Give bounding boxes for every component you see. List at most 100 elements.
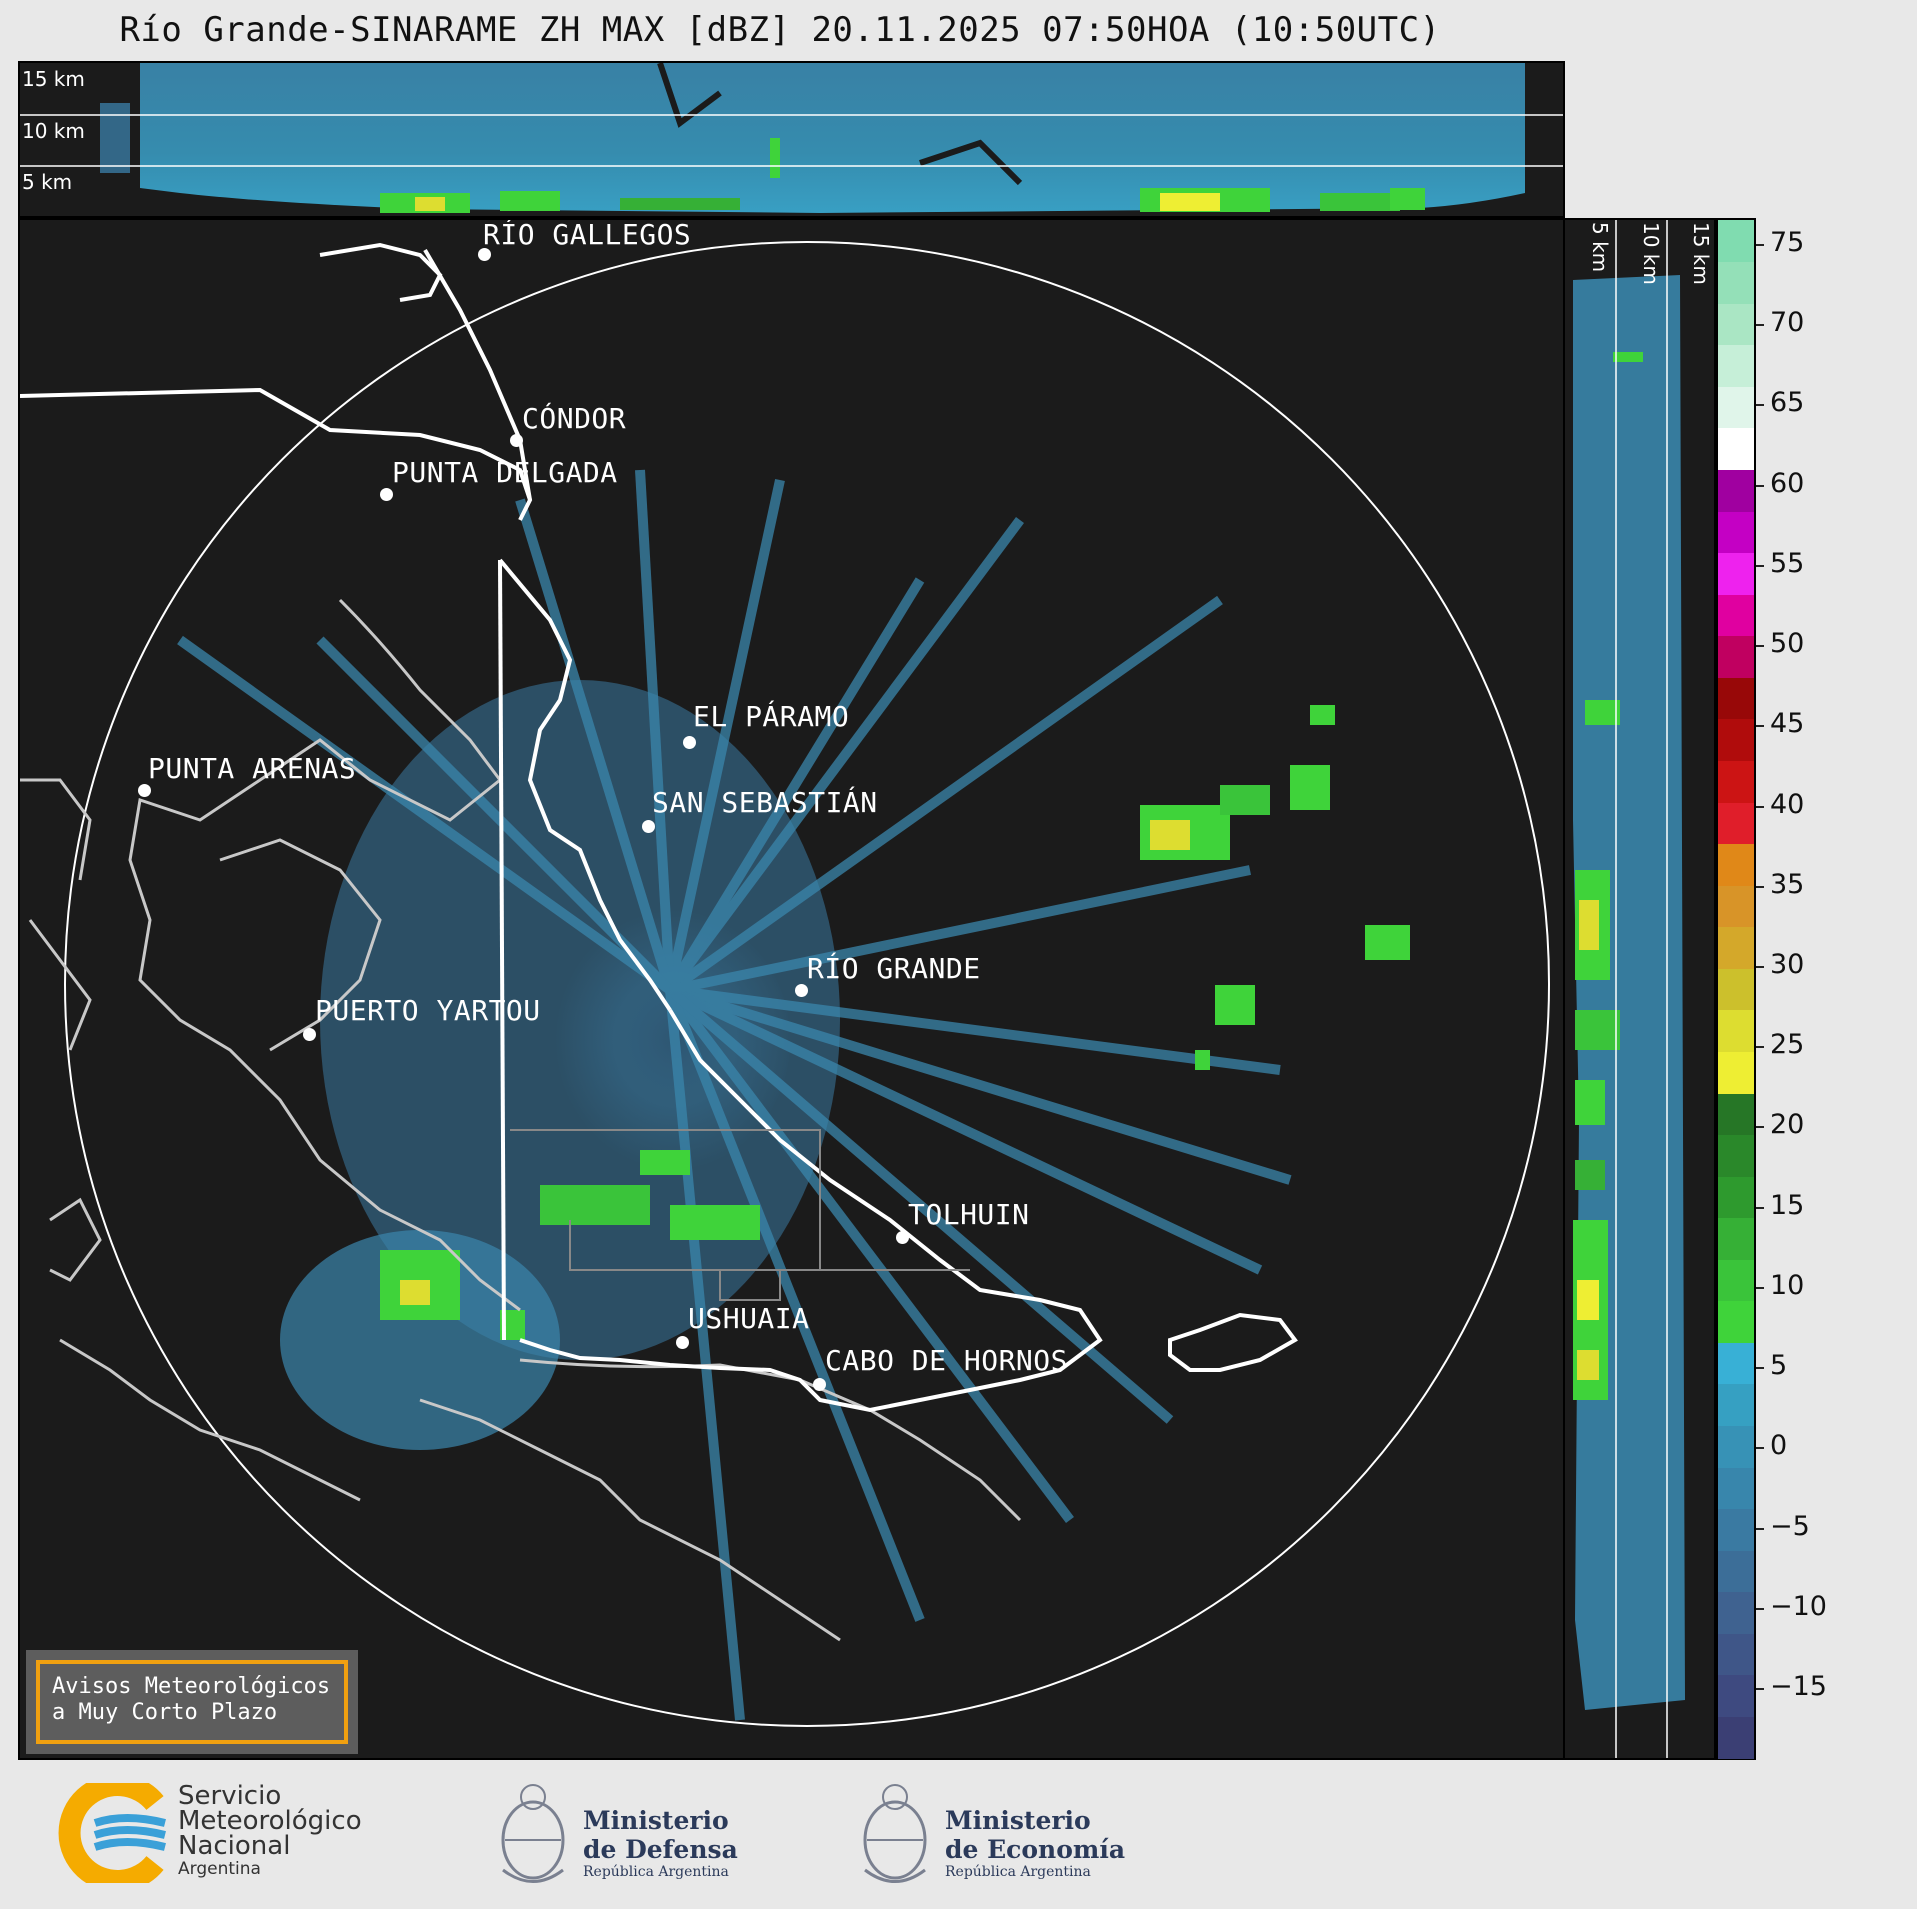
colorbar-tick [1756,1527,1764,1530]
city-dot-puerto-yartou [303,1028,316,1041]
colorbar-segment [1718,1217,1754,1260]
colorbar-segment [1718,1092,1754,1136]
colorbar-segment [1718,1300,1754,1343]
side-cross-section-panel: 5 km 10 km 15 km [1563,218,1716,1760]
city-dot-el-paramo [683,736,696,749]
city-label-cabo-de-hornos: CABO DE HORNOS [825,1344,1069,1377]
colorbar-tick-label: 25 [1770,1029,1805,1061]
smn-line2: Meteorológico [178,1806,362,1836]
city-label-rio-grande: RÍO GRANDE [807,952,981,985]
radar-range-ring [64,241,1550,1727]
colorbar-tick [1756,484,1764,487]
colorbar-tick-label: −15 [1770,1671,1827,1702]
city-dot-tolhuin [896,1231,909,1244]
defensa-line3: República Argentina [583,1864,729,1880]
city-label-el-paramo: EL PÁRAMO [693,700,850,733]
top-cross-section-echoes [20,63,1563,213]
city-dot-punta-arenas [138,784,151,797]
colorbar-segment [1718,1176,1754,1219]
economia-logo-text: Ministerio de Economía República Argenti… [945,1806,1125,1880]
colorbar-tick-label: 45 [1770,708,1805,740]
radar-map [20,241,1550,1727]
colorbar-tick [1756,1206,1764,1209]
radar-map-panel: RÍO GALLEGOS CÓNDOR PUNTA DELGADA EL PÁR… [18,218,1565,1760]
city-label-tolhuin: TOLHUIN [908,1198,1030,1231]
colorbar-tick-label: 20 [1770,1109,1805,1141]
colorbar-segment [1718,718,1754,761]
city-label-condor: CÓNDOR [522,402,627,435]
colorbar-tick [1756,1126,1764,1129]
colorbar-tick-label: 60 [1770,467,1805,499]
city-label-rio-gallegos: RÍO GALLEGOS [483,218,692,251]
colorbar-tick [1756,1046,1764,1049]
city-label-ushuaia: USHUAIA [688,1302,810,1335]
colorbar-segment [1718,635,1754,678]
side-height-label-15km: 15 km [1689,222,1713,285]
colorbar-segment [1718,1633,1754,1676]
city-dot-rio-gallegos [478,248,491,261]
colorbar-segment [1718,885,1754,928]
colorbar-segment [1718,1591,1754,1634]
colorbar-segment [1718,594,1754,637]
colorbar-tick-label: 40 [1770,788,1805,820]
colorbar-segment [1718,1383,1754,1427]
colorbar-tick-label: 15 [1770,1189,1805,1221]
colorbar-segment [1718,1342,1754,1385]
side-height-label-10km: 10 km [1639,222,1663,285]
colorbar-segment [1718,510,1754,554]
colorbar-segment [1718,1425,1754,1468]
colorbar-tick [1756,1688,1764,1690]
defensa-logo-text: Ministerio de Defensa República Argentin… [583,1806,738,1880]
colorbar-tick [1756,885,1764,888]
colorbar-segment [1718,552,1754,595]
colorbar-tick-label: −10 [1770,1590,1827,1622]
colorbar-segment [1718,1134,1754,1177]
warning-legend-line2: a Muy Corto Plazo [52,1700,278,1725]
colorbar-segment [1718,1508,1754,1551]
colorbar-tick [1756,1367,1764,1370]
smn-line3: Nacional [178,1831,291,1861]
colorbar-segment [1718,1674,1754,1718]
dbz-colorbar [1716,218,1756,1760]
colorbar-tick [1756,324,1764,327]
colorbar-tick [1756,244,1764,246]
city-dot-san-sebastian [642,820,655,833]
colorbar-segment [1718,344,1754,387]
colorbar-segment [1718,261,1754,304]
side-cross-section-echoes [1573,220,1685,1758]
colorbar-segment [1718,303,1754,346]
economia-line2: de Economía [945,1835,1126,1864]
colorbar-tick-label: 0 [1770,1430,1788,1462]
page-title: Río Grande-SINARAME ZH MAX [dBZ] 20.11.2… [119,10,1441,50]
smn-logo-icon [58,1783,166,1883]
colorbar-tick-label: −5 [1770,1510,1810,1542]
colorbar-tick-label: 55 [1770,547,1805,579]
smn-line4: Argentina [178,1859,261,1879]
colorbar-segment [1718,760,1754,803]
colorbar-tick-label: 50 [1770,628,1805,660]
colorbar-tick [1756,725,1764,728]
colorbar-segment [1718,1009,1754,1052]
colorbar-segment [1718,968,1754,1011]
defensa-line1: Ministerio [583,1806,729,1835]
colorbar-segment [1718,926,1754,969]
colorbar-tick-label: 35 [1770,868,1805,900]
colorbar-tick [1756,404,1764,407]
colorbar-segment [1718,1716,1754,1759]
colorbar-tick [1756,1607,1764,1610]
top-cross-section-panel: 15 km 10 km 5 km [18,61,1565,218]
city-label-san-sebastian: SAN SEBASTIÁN [652,786,878,819]
smn-logo-text: Servicio Meteorológico Nacional Argentin… [178,1783,362,1879]
city-label-puerto-yartou: PUERTO YARTOU [315,994,541,1027]
height-label-10km: 10 km [22,119,85,143]
city-dot-condor [510,434,523,447]
radial-echo-streaks [177,469,1292,1721]
colorbar-segment [1718,427,1754,470]
economia-coat-of-arms-icon [863,1784,927,1883]
colorbar-segment [1718,843,1754,886]
height-label-5km: 5 km [22,170,73,194]
colorbar-tick [1756,966,1764,968]
convective-cells [380,705,1410,1340]
colorbar-segment [1718,801,1754,845]
colorbar-segment [1718,1550,1754,1593]
